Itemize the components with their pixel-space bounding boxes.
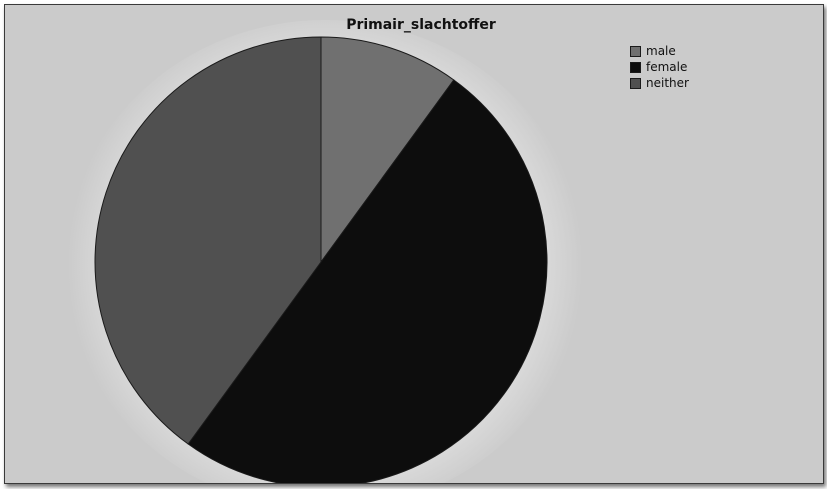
pie-slice-neither (94, 36, 322, 445)
legend-item-neither: neither (630, 75, 689, 91)
legend-label-neither: neither (646, 76, 689, 90)
legend-label-male: male (646, 44, 676, 58)
pie-slice-female (187, 79, 548, 483)
chart-title: Primair_slachtoffer (346, 17, 496, 33)
legend: male female neither (630, 43, 689, 91)
chart-frame: Primair_slachtoffer male female neither (4, 4, 824, 484)
legend-item-male: male (630, 43, 689, 59)
legend-label-female: female (646, 60, 688, 74)
legend-swatch-female (630, 61, 641, 73)
legend-swatch-male (630, 45, 641, 57)
pie-slice-male (320, 36, 455, 264)
legend-swatch-neither (630, 77, 641, 89)
legend-item-female: female (630, 59, 689, 75)
pie-chart (94, 36, 548, 483)
